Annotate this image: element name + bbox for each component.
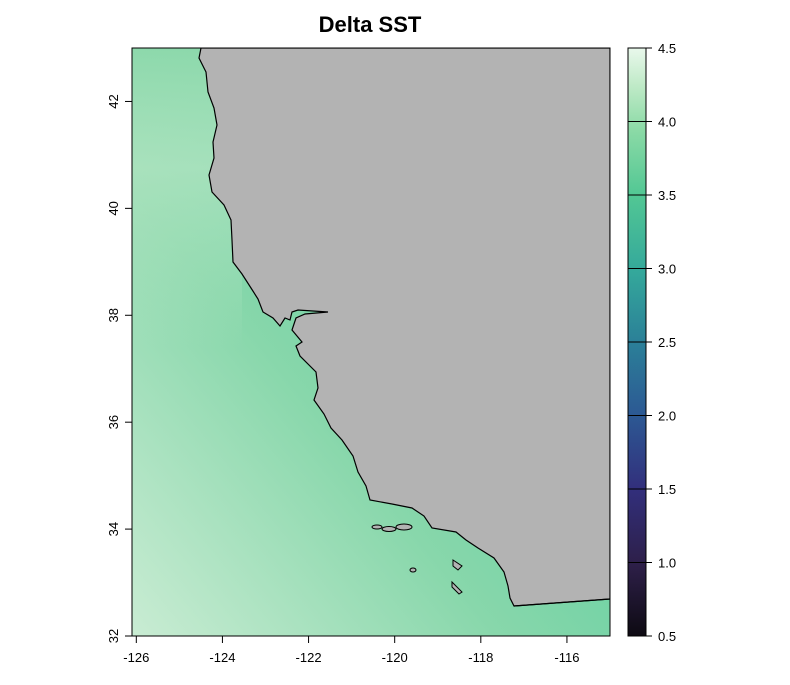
island (409, 567, 417, 573)
state-border (513, 598, 610, 607)
x-tick-label: -124 (209, 650, 235, 665)
y-tick-label: 34 (106, 522, 121, 536)
legend-tick-label: 1.5 (658, 482, 676, 497)
legend-tick-label: 3.0 (658, 262, 676, 277)
island (395, 523, 413, 531)
y-tick-label: 36 (106, 415, 121, 429)
x-tick-label: -126 (123, 650, 149, 665)
y-tick-label: 32 (106, 629, 121, 643)
legend-tick-label: 4.0 (658, 115, 676, 130)
legend-tick-label: 2.0 (658, 409, 676, 424)
legend-tick-label: 2.5 (658, 335, 676, 350)
legend-tick-label: 0.5 (658, 629, 676, 644)
island (371, 524, 383, 530)
x-tick-label: -120 (382, 650, 408, 665)
legend-ticks: 4.5 4.0 3.5 3.0 2.5 2.0 1.5 1.0 0.5 (628, 41, 676, 644)
legend-tick-label: 1.0 (658, 556, 676, 571)
y-tick-label: 38 (106, 308, 121, 322)
map-axes: -126 -124 -122 -120 -118 -116 32 34 36 38 40 42 (106, 94, 579, 665)
x-tick-label: -122 (296, 650, 322, 665)
y-tick-label: 40 (106, 201, 121, 215)
legend-tick-label: 3.5 (658, 188, 676, 203)
x-tick-label: -118 (468, 650, 493, 665)
legend-tick-label: 4.5 (658, 41, 676, 56)
island (381, 526, 397, 532)
island (451, 580, 463, 595)
land-area (198, 48, 610, 607)
island (452, 559, 463, 571)
map-title: Delta SST (318, 12, 422, 37)
y-tick-label: 42 (106, 94, 121, 108)
x-tick-label: -116 (554, 650, 579, 665)
